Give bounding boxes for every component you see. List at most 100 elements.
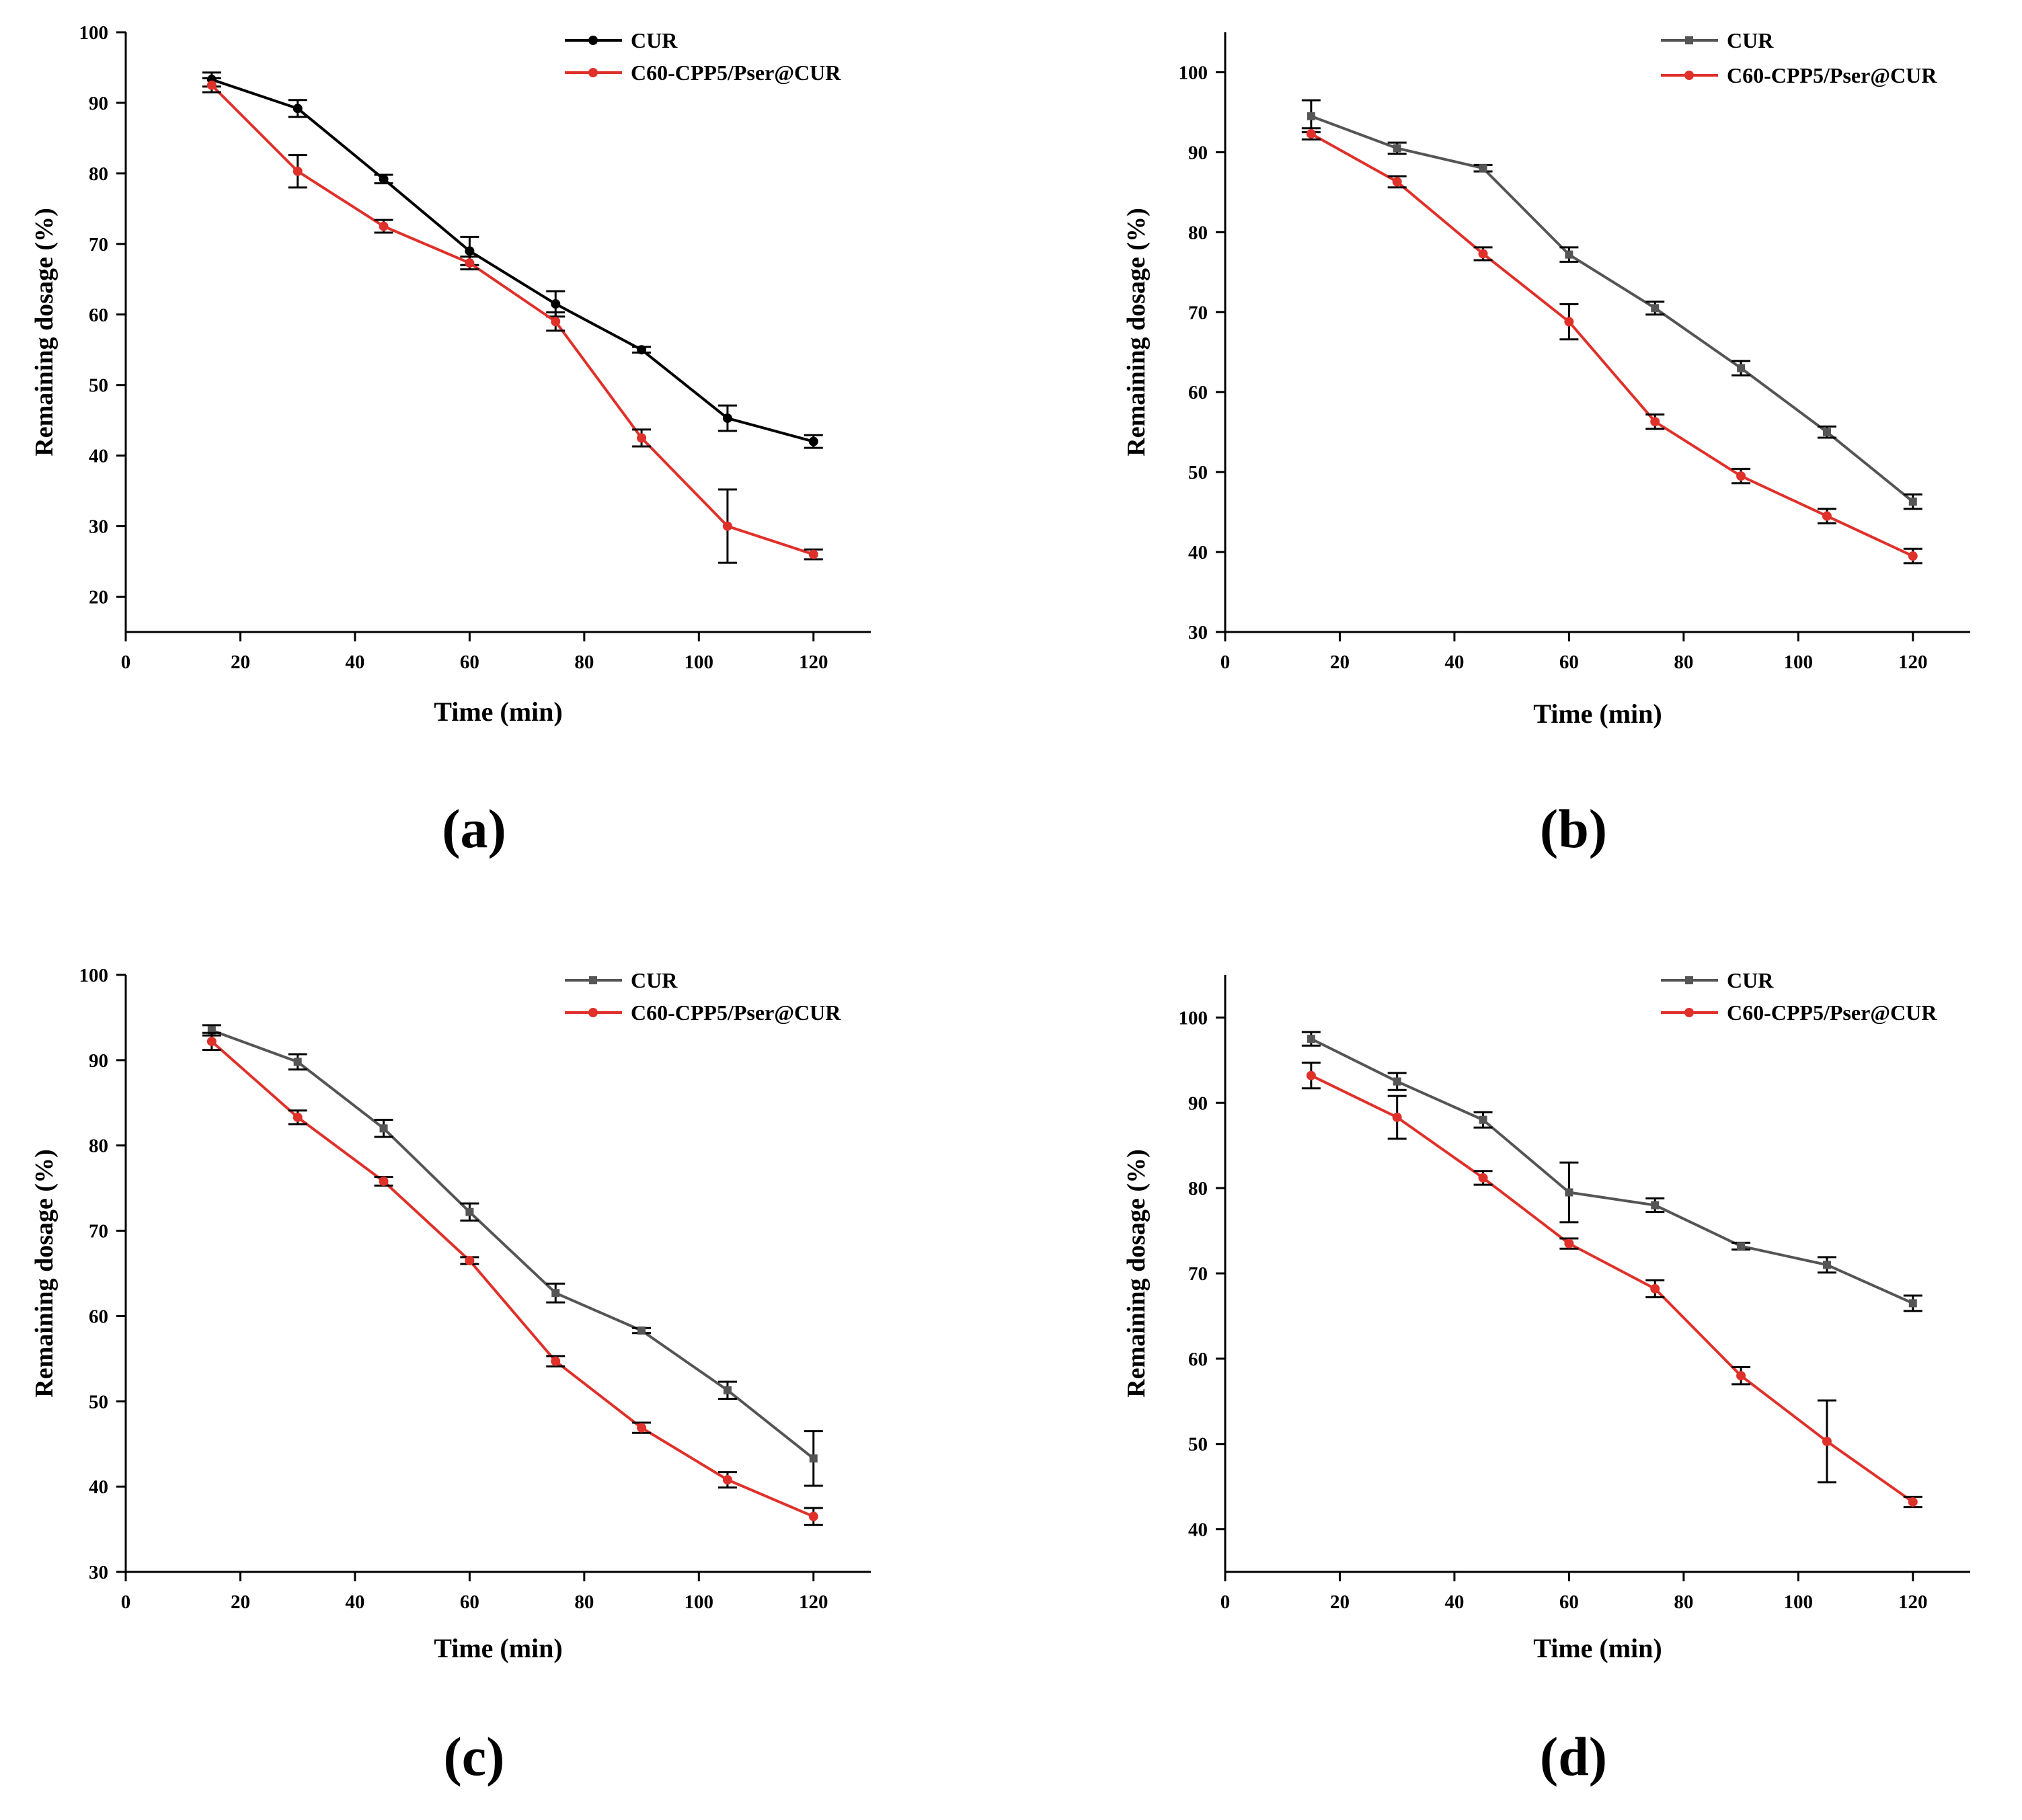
chart-svg-b: 0 20 40 60 80 100 120 30 40 50 60 70 80 90 100 Time (mi…: [1122, 28, 1970, 859]
data-point-d-1: [1908, 1497, 1918, 1507]
data-point-c-1: [551, 1356, 561, 1366]
y-tick-label-a: 40: [89, 446, 108, 467]
y-tick-label-b: 100: [1179, 62, 1208, 83]
data-point-d-1: [1650, 1283, 1660, 1294]
data-point-c-0: [809, 1454, 818, 1463]
y-tick-label-d: 50: [1188, 1434, 1208, 1456]
data-point-c-1: [808, 1511, 818, 1521]
panel-label-d: (d): [1540, 1726, 1607, 1787]
data-point-b-1: [1650, 417, 1660, 427]
x-tick-label-c: 80: [574, 1591, 594, 1613]
data-point-c-1: [293, 1112, 303, 1122]
panel-label-b: (b): [1540, 798, 1607, 859]
y-tick-label-c: 70: [89, 1221, 108, 1242]
x-tick-label-a: 20: [231, 651, 250, 673]
y-tick-label-c: 80: [89, 1136, 108, 1157]
y-axis-title-d: Remaining dosage (%): [1122, 1149, 1151, 1397]
x-tick-label-d: 0: [1220, 1591, 1231, 1613]
x-tick-label-a: 40: [345, 651, 364, 673]
data-point-b-1: [1822, 511, 1832, 521]
y-tick-label-a: 70: [89, 234, 108, 255]
data-point-c-0: [379, 1124, 388, 1133]
y-tick-label-d: 70: [1188, 1263, 1208, 1285]
data-point-a-0: [379, 174, 389, 184]
x-tick-label-a: 60: [460, 651, 479, 673]
data-point-b-0: [1908, 498, 1917, 506]
legend-marker-c-0: [589, 976, 597, 984]
legend-marker-a-0: [588, 36, 598, 45]
series-line-d-0: [1310, 1037, 1914, 1305]
series-line-b-0: [1311, 115, 1914, 503]
x-tick-label-c: 120: [799, 1591, 828, 1613]
y-axis-title-b: Remaining dosage (%): [1122, 208, 1151, 456]
legend-marker-d-1: [1684, 1008, 1694, 1017]
legend-label-b-0: CUR: [1727, 28, 1774, 52]
panel-label-c: (c): [443, 1726, 504, 1787]
y-tick-label-b: 60: [1188, 382, 1208, 403]
x-tick-label-c: 60: [460, 1591, 479, 1613]
data-point-a-1: [293, 166, 303, 176]
data-point-b-1: [1478, 249, 1488, 259]
y-tick-label-c: 90: [89, 1050, 108, 1072]
y-tick-label-d: 40: [1188, 1519, 1208, 1541]
data-point-b-0: [1737, 364, 1746, 372]
data-point-c-0: [551, 1289, 560, 1298]
x-tick-label-d: 120: [1898, 1591, 1928, 1613]
legend-label-c-1: C60-CPP5/Pser@CUR: [631, 1000, 841, 1025]
legend-label-a-1: C60-CPP5/Pser@CUR: [631, 61, 841, 85]
y-tick-label-b: 90: [1188, 142, 1208, 163]
y-tick-label-b: 40: [1188, 542, 1208, 563]
x-tick-label-b: 100: [1784, 651, 1814, 673]
data-point-b-0: [1565, 250, 1573, 259]
data-point-d-0: [1307, 1035, 1315, 1043]
x-axis-title-b: Time (min): [1533, 699, 1662, 729]
data-point-d-0: [1479, 1115, 1487, 1124]
series-line-c-1: [210, 1040, 814, 1518]
series-line-a-0: [211, 78, 814, 443]
chart-panel-a: 0 20 40 60 80 100 120 20 30 40 50 60 70 80 90 100 Time (…: [0, 0, 1009, 901]
data-point-b-0: [1822, 428, 1831, 436]
legend-label-d-0: CUR: [1727, 968, 1774, 992]
data-point-b-0: [1479, 164, 1487, 173]
y-axis-title-c: Remaining dosage (%): [30, 1149, 59, 1397]
legend-marker-d-0: [1685, 976, 1693, 984]
x-axis-title-a: Time (min): [434, 697, 562, 727]
legend-marker-b-0: [1685, 36, 1693, 44]
data-point-a-1: [465, 258, 475, 268]
y-tick-label-c: 30: [89, 1562, 108, 1583]
chart-svg-c: 0 20 40 60 80 100 120 30 40 50 60 70 80 90 100 Time (mi…: [30, 965, 871, 1787]
chart-svg-a: 0 20 40 60 80 100 120 20 30 40 50 60 70 80 90 100 Time (…: [30, 22, 871, 859]
y-tick-label-a: 80: [89, 163, 108, 185]
data-point-d-0: [1393, 1077, 1401, 1086]
data-point-a-1: [637, 433, 647, 443]
x-tick-label-b: 40: [1444, 651, 1464, 673]
data-point-d-1: [1392, 1112, 1402, 1122]
data-point-c-1: [465, 1255, 475, 1265]
data-point-c-1: [379, 1176, 389, 1186]
x-tick-label-d: 20: [1330, 1591, 1350, 1613]
data-point-b-0: [1393, 144, 1401, 153]
data-point-c-1: [637, 1423, 647, 1433]
x-tick-label-a: 120: [799, 651, 828, 673]
y-tick-label-a: 20: [89, 587, 108, 608]
data-point-d-0: [1737, 1242, 1746, 1251]
y-tick-label-c: 100: [79, 965, 109, 986]
x-tick-label-b: 120: [1898, 651, 1928, 673]
legend-label-c-0: CUR: [631, 968, 678, 992]
legend-marker-b-1: [1684, 71, 1694, 80]
y-tick-label-b: 50: [1188, 462, 1208, 483]
chart-panel-d: 0 20 40 60 80 100 120 40 50 60 70 80 90 100 Time (min)…: [1076, 935, 2022, 1820]
x-tick-label-b: 0: [1220, 651, 1231, 673]
y-tick-label-a: 60: [89, 305, 108, 326]
y-tick-label-b: 80: [1188, 222, 1208, 243]
data-point-a-1: [722, 521, 732, 531]
data-point-d-1: [1736, 1371, 1746, 1381]
y-tick-label-a: 90: [89, 93, 108, 114]
panel-label-a: (a): [442, 798, 506, 859]
x-tick-label-b: 80: [1674, 651, 1693, 673]
data-point-b-1: [1908, 551, 1918, 561]
series-line-a-1: [210, 84, 814, 556]
series-line-c-0: [211, 1029, 815, 1460]
data-point-c-0: [293, 1058, 302, 1066]
